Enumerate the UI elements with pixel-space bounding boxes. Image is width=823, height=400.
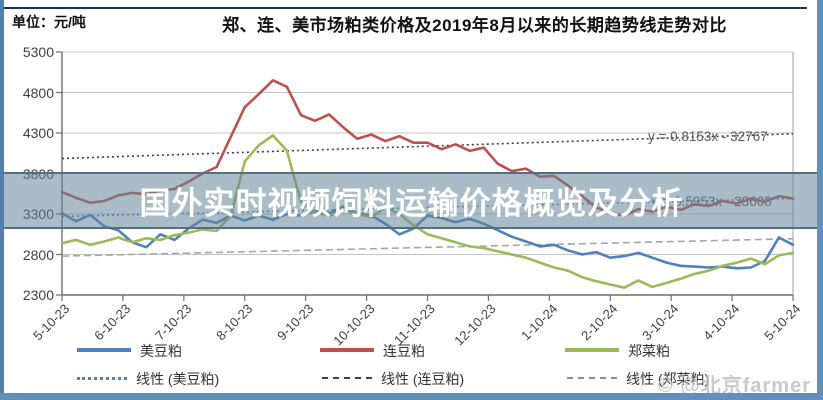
legend-label: 郑菜粕 [628, 343, 670, 359]
legend-item-trend-zhengzhou-rapeseed-meal: 线性 (郑菜粕) [567, 369, 710, 387]
legend-item-us-soybean-meal: 美豆粕 [77, 341, 182, 359]
chart-title: 郑、连、美市场粕类价格及2019年8月以来的长期趋势线走势对比 [222, 16, 727, 35]
y-axis-label: 4300 [22, 125, 54, 141]
banner-title: 国外实时视频饲料运输价格概览及分析 [139, 186, 684, 221]
legend-label: 线性 (郑菜粕) [626, 371, 710, 387]
legend-swatch-solid-red [320, 348, 374, 353]
legend-swatch-dashed-gray [567, 377, 617, 380]
watermark: © @北京farmer [657, 375, 811, 397]
banner-overlay: 国外实时视频饲料运输价格概览及分析 [0, 172, 823, 229]
y-axis-label: 5300 [22, 44, 54, 60]
legend-label: 连豆粕 [383, 343, 425, 359]
unit-label: 单位：元/吨 [12, 14, 86, 30]
legend-label: 线性 (连豆粕) [381, 371, 465, 387]
frame-right [817, 0, 823, 400]
header-divider [4, 7, 807, 9]
frame-bottom [0, 393, 823, 400]
y-axis-label: 4800 [22, 84, 54, 101]
legend-swatch-solid-blue [77, 348, 131, 353]
y-axis-label: 2800 [22, 246, 54, 263]
legend-item-zhengzhou-rapeseed-meal: 郑菜粕 [565, 341, 670, 359]
trendline [61, 237, 794, 257]
legend-label: 线性 (美豆粕) [136, 371, 220, 387]
y-axis-label: 2300 [22, 287, 54, 303]
legend-label: 美豆粕 [140, 343, 182, 359]
legend-item-dalian-soybean-meal: 连豆粕 [320, 341, 425, 359]
legend-item-trend-dalian-soybean-meal: 线性 (连豆粕) [322, 369, 465, 387]
legend-swatch-solid-green [565, 348, 619, 353]
frame-left [0, 0, 4, 400]
series-line-郑菜粕 [60, 134, 795, 289]
legend-swatch-dashed-black [322, 377, 372, 380]
legend-swatch-dotted-blue [77, 376, 127, 380]
legend-item-trend-us-soybean-meal: 线性 (美豆粕) [77, 369, 220, 387]
trendline-equation: y = 0.8153x - 32767 [648, 129, 768, 144]
trendline [61, 133, 794, 160]
